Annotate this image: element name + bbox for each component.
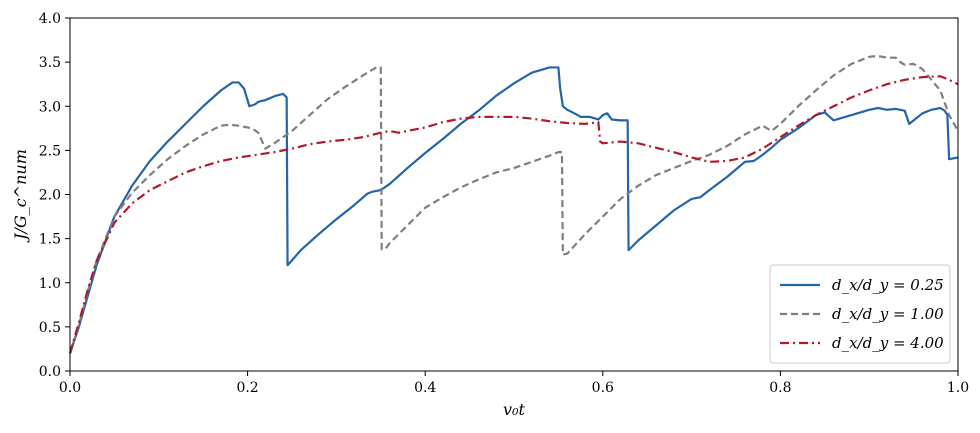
y-tick-label: 4.0 bbox=[39, 11, 61, 27]
series-line-1 bbox=[68, 54, 959, 354]
y-tick-label: 2.0 bbox=[39, 188, 61, 204]
plot-lines bbox=[68, 54, 959, 354]
y-tick-label: 2.5 bbox=[39, 143, 61, 159]
legend-box bbox=[769, 264, 951, 364]
legend-label-0: d_x/d_y = 0.25 bbox=[832, 276, 944, 294]
y-tick-label: 3.5 bbox=[39, 55, 61, 71]
y-tick-label: 1.0 bbox=[39, 276, 61, 292]
series-line-0 bbox=[68, 66, 959, 354]
series-line-2 bbox=[68, 75, 959, 354]
x-tick-label: 0.6 bbox=[592, 380, 614, 396]
x-tick-label: 0.8 bbox=[769, 380, 791, 396]
legend-label-2: d_x/d_y = 4.00 bbox=[832, 334, 944, 352]
y-axis-label: J/G_c^num bbox=[11, 149, 30, 243]
legend: d_x/d_y = 0.25 d_x/d_y = 1.00 d_x/d_y = 4.… bbox=[769, 264, 951, 364]
axis-ticks: 0.0 0.2 0.4 0.6 0.8 1.0 0.0 0.5 1.0 1.5 2.0 2.5 3.0 3… bbox=[39, 11, 969, 396]
x-tick-label: 1.0 bbox=[947, 380, 969, 396]
y-tick-label: 1.5 bbox=[39, 232, 61, 248]
legend-label-1: d_x/d_y = 1.00 bbox=[832, 305, 944, 323]
x-tick-label: 0.2 bbox=[236, 380, 258, 396]
x-axis-label: v₀t bbox=[503, 400, 525, 419]
y-tick-label: 3.0 bbox=[39, 99, 61, 115]
y-tick-label: 0.0 bbox=[39, 364, 61, 380]
x-tick-label: 0.4 bbox=[414, 380, 436, 396]
y-tick-label: 0.5 bbox=[39, 320, 61, 336]
x-tick-label: 0.0 bbox=[59, 380, 81, 396]
